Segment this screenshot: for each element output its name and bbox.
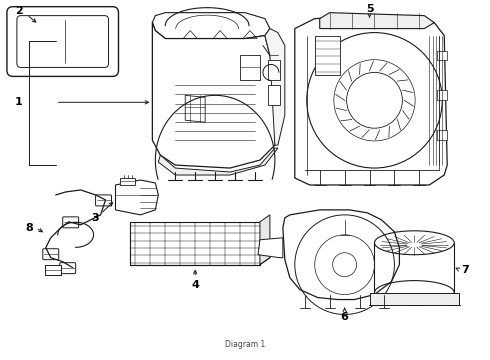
Polygon shape [437, 50, 447, 60]
Text: 3: 3 [92, 213, 99, 223]
FancyBboxPatch shape [17, 15, 108, 67]
Text: 2: 2 [15, 6, 23, 15]
Polygon shape [260, 215, 270, 265]
Polygon shape [268, 85, 280, 105]
Polygon shape [437, 90, 447, 100]
Polygon shape [283, 210, 399, 300]
Polygon shape [295, 15, 447, 185]
Polygon shape [319, 13, 434, 28]
Polygon shape [152, 23, 278, 168]
Text: 1: 1 [15, 97, 23, 107]
Polygon shape [45, 265, 61, 275]
Text: 8: 8 [25, 223, 33, 233]
Polygon shape [130, 222, 260, 265]
Text: 4: 4 [191, 280, 199, 289]
Polygon shape [121, 178, 135, 185]
Polygon shape [185, 95, 205, 122]
Polygon shape [437, 130, 447, 140]
Text: 7: 7 [461, 265, 469, 275]
Polygon shape [116, 180, 158, 215]
FancyBboxPatch shape [96, 195, 112, 206]
Polygon shape [258, 238, 283, 258]
Text: 6: 6 [341, 312, 348, 323]
FancyBboxPatch shape [63, 217, 78, 228]
Polygon shape [268, 60, 280, 80]
Text: Diagram 1: Diagram 1 [225, 340, 265, 349]
FancyBboxPatch shape [7, 7, 119, 76]
FancyBboxPatch shape [60, 263, 75, 274]
Text: 5: 5 [366, 4, 373, 14]
Polygon shape [265, 28, 285, 145]
Polygon shape [240, 55, 260, 80]
FancyBboxPatch shape [43, 249, 59, 260]
Polygon shape [369, 293, 459, 305]
Polygon shape [152, 13, 270, 39]
Polygon shape [315, 36, 340, 75]
Polygon shape [158, 148, 278, 175]
